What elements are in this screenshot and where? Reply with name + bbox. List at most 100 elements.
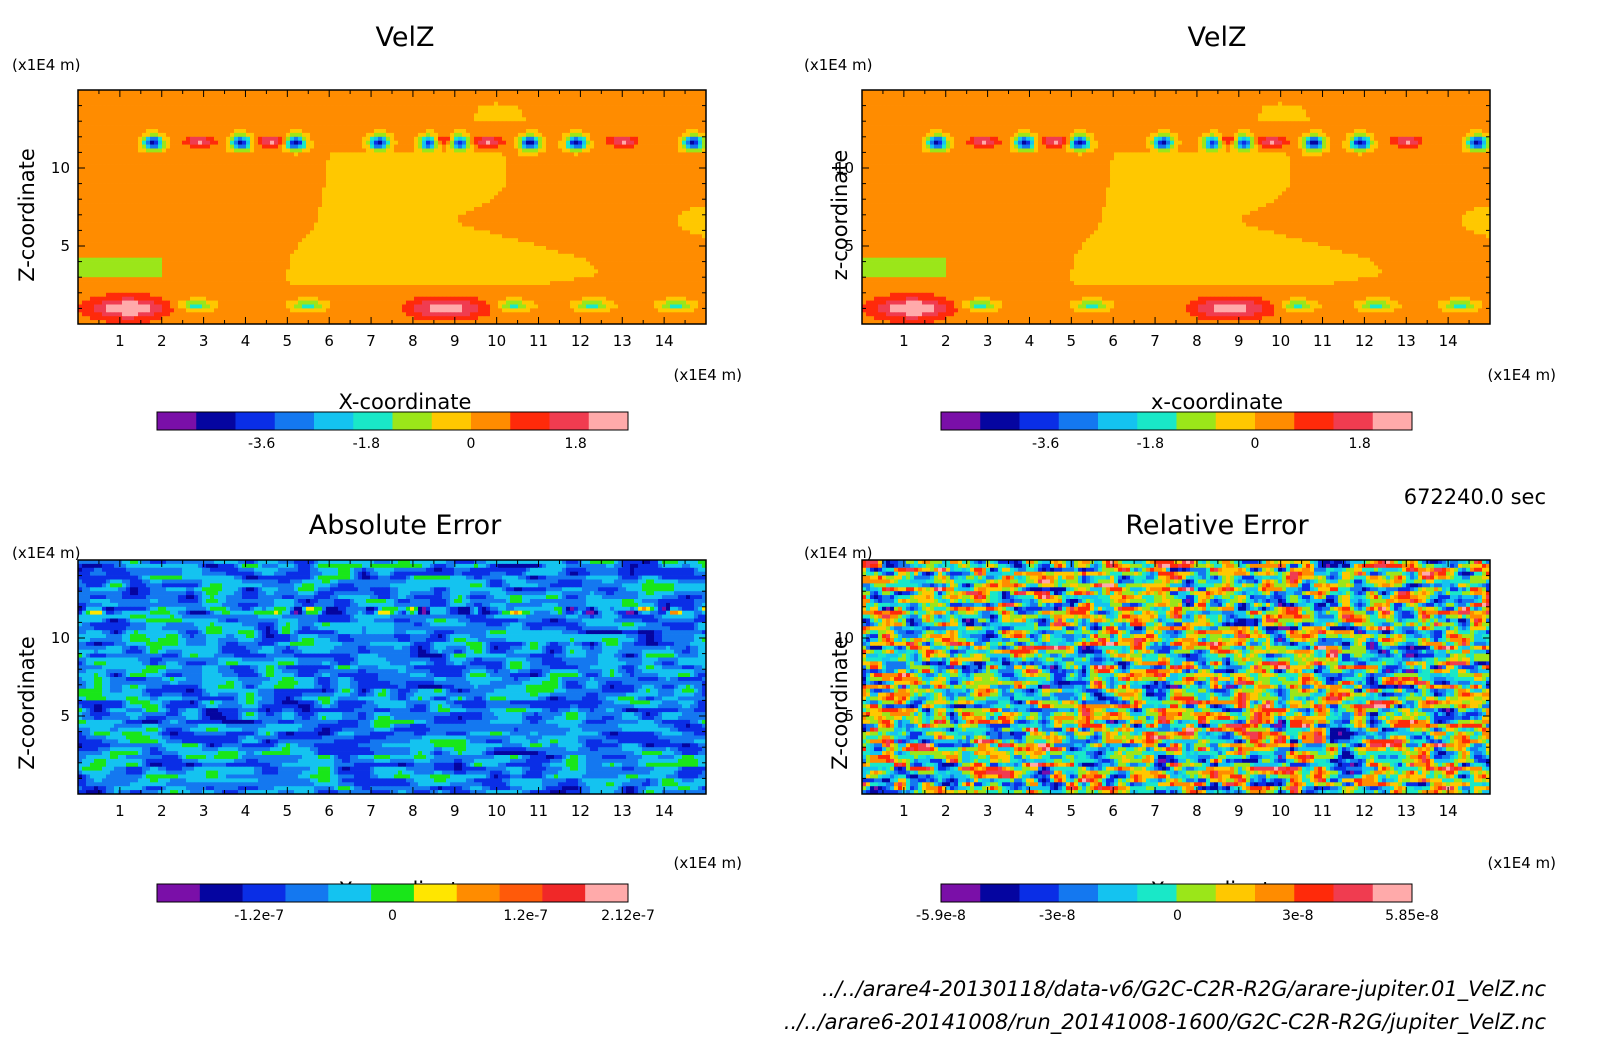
heatmap-cell — [698, 191, 703, 196]
heatmap-cell — [470, 144, 475, 149]
heatmap-cell — [506, 132, 511, 138]
heatmap-cell — [450, 140, 455, 145]
heatmap-cell — [326, 129, 331, 134]
heatmap-cell — [118, 113, 123, 118]
heatmap-cell — [674, 117, 679, 122]
heatmap-cell — [414, 113, 419, 118]
heatmap-cell — [562, 132, 567, 138]
heatmap-cell — [554, 93, 559, 99]
heatmap-cell — [462, 113, 467, 118]
heatmap-cell — [234, 90, 239, 95]
heatmap-cell — [434, 129, 439, 134]
heatmap-cell — [110, 121, 115, 126]
heatmap-cell — [598, 144, 603, 149]
heatmap-cell — [294, 199, 299, 204]
heatmap-cell — [118, 129, 123, 134]
heatmap-cell — [394, 175, 399, 181]
heatmap-cell — [326, 195, 331, 200]
heatmap-cell — [658, 171, 663, 177]
heatmap-cell — [382, 93, 387, 99]
heatmap-cell — [658, 183, 663, 188]
heatmap-cell — [694, 156, 699, 161]
heatmap-cell — [118, 148, 123, 153]
heatmap-cell — [482, 105, 487, 110]
heatmap-cell — [686, 117, 691, 122]
heatmap-cell — [314, 140, 319, 145]
heatmap-cell — [550, 140, 555, 145]
heatmap-cell — [234, 129, 239, 134]
heatmap-cell — [222, 179, 227, 184]
heatmap-cell — [410, 125, 415, 130]
heatmap-cell — [290, 179, 295, 184]
heatmap-cell — [702, 136, 707, 142]
heatmap-cell — [498, 121, 503, 126]
heatmap-cell — [354, 187, 359, 192]
heatmap-cell — [342, 117, 347, 122]
heatmap-cell — [654, 93, 659, 99]
heatmap-cell — [434, 195, 439, 200]
heatmap-cell — [658, 156, 663, 161]
heatmap-cell — [98, 125, 103, 130]
heatmap-cell — [374, 148, 379, 153]
heatmap-cell — [466, 207, 471, 212]
heatmap-cell — [614, 195, 619, 200]
heatmap-cell — [542, 97, 547, 103]
heatmap-cell — [574, 144, 579, 149]
heatmap-cell — [290, 93, 295, 99]
heatmap-cell — [370, 199, 375, 204]
heatmap-cell — [290, 191, 295, 196]
heatmap-cell — [358, 171, 363, 177]
heatmap-cell — [618, 144, 623, 149]
heatmap-cell — [546, 175, 551, 181]
heatmap-cell — [170, 164, 175, 169]
heatmap-cell — [530, 97, 535, 103]
heatmap-cell — [582, 179, 587, 184]
heatmap-cell — [130, 101, 135, 106]
heatmap-cell — [158, 187, 163, 192]
heatmap-cell — [594, 105, 599, 110]
heatmap-cell — [610, 97, 615, 103]
heatmap-cell — [130, 210, 135, 216]
heatmap-cell — [282, 199, 287, 204]
heatmap-cell — [210, 113, 215, 118]
heatmap-cell — [594, 199, 599, 204]
heatmap-cell — [610, 195, 615, 200]
heatmap-cell — [670, 101, 675, 106]
heatmap-cell — [306, 132, 311, 138]
heatmap-cell — [238, 210, 243, 216]
heatmap-cell — [562, 140, 567, 145]
heatmap-cell — [174, 152, 179, 157]
heatmap-cell — [226, 199, 231, 204]
heatmap-cell — [110, 129, 115, 134]
heatmap-cell — [98, 179, 103, 184]
heatmap-cell — [394, 132, 399, 138]
heatmap-cell — [398, 129, 403, 134]
heatmap-cell — [206, 210, 211, 216]
heatmap-cell — [534, 144, 539, 149]
heatmap-cell — [310, 195, 315, 200]
heatmap-cell — [278, 164, 283, 169]
heatmap-cell — [174, 183, 179, 188]
heatmap-cell — [78, 156, 83, 161]
heatmap-cell — [194, 93, 199, 99]
heatmap-cell — [450, 136, 455, 142]
heatmap-cell — [314, 191, 319, 196]
heatmap-cell — [626, 121, 631, 126]
heatmap-cell — [522, 125, 527, 130]
heatmap-cell — [146, 93, 151, 99]
heatmap-cell — [106, 90, 111, 95]
heatmap-cell — [506, 203, 511, 208]
heatmap-cell — [438, 179, 443, 184]
heatmap-cell — [166, 129, 171, 134]
heatmap-cell — [374, 113, 379, 118]
heatmap-cell — [470, 101, 475, 106]
heatmap-cell — [482, 160, 487, 165]
heatmap-cell — [442, 210, 447, 216]
heatmap-cell — [550, 171, 555, 177]
heatmap-cell — [530, 132, 535, 138]
heatmap-cell — [602, 109, 607, 114]
heatmap-cell — [690, 199, 695, 204]
heatmap-cell — [186, 90, 191, 95]
heatmap-cell — [654, 97, 659, 103]
heatmap-cell — [530, 140, 535, 145]
